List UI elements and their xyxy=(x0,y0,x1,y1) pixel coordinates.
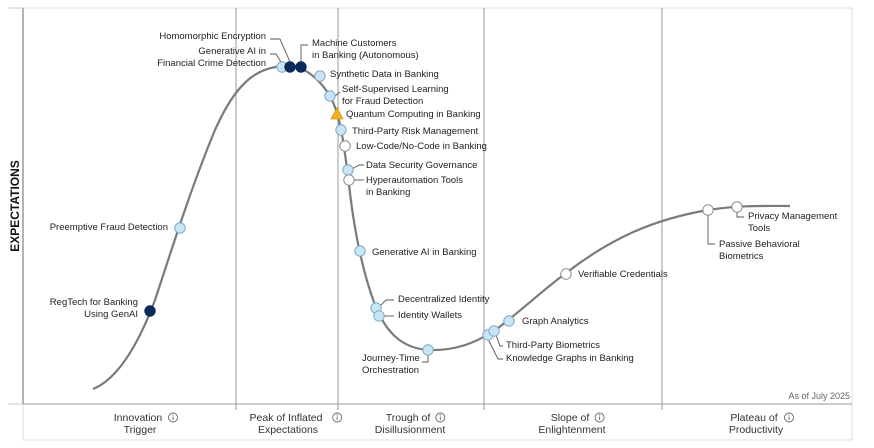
point-label: Generative AI in xyxy=(198,46,266,57)
point-marker-triangle[interactable] xyxy=(330,107,344,120)
leader-line xyxy=(707,214,715,245)
point-label: Biometrics xyxy=(719,251,764,262)
point-label: Third-Party Biometrics xyxy=(506,340,600,351)
point-marker[interactable] xyxy=(342,164,354,176)
point-marker[interactable] xyxy=(284,61,296,73)
as-of-note: As of July 2025 xyxy=(788,391,850,401)
y-axis-label: EXPECTATIONS xyxy=(8,160,22,252)
info-circle-icon[interactable] xyxy=(594,412,605,423)
point-label: Low-Code/No-Code in Banking xyxy=(356,141,487,152)
phase-label: Plateau of xyxy=(730,412,777,424)
phase-label: Trigger xyxy=(124,424,157,436)
point-marker[interactable] xyxy=(488,325,500,337)
phase-label: Trough of xyxy=(386,412,431,424)
hype-curve xyxy=(92,64,791,391)
phase-label: Disillusionment xyxy=(375,424,446,436)
info-circle-icon[interactable] xyxy=(168,412,178,423)
point-marker[interactable] xyxy=(174,222,186,234)
leader-line xyxy=(270,53,282,63)
leader-line xyxy=(334,91,341,97)
point-label: Financial Crime Detection xyxy=(157,58,266,69)
leader-line xyxy=(495,334,503,347)
point-marker[interactable] xyxy=(343,174,355,186)
point-label: Decentralized Identity xyxy=(398,294,490,305)
point-marker[interactable] xyxy=(731,201,743,213)
point-marker[interactable] xyxy=(373,310,385,322)
point-label: Generative AI in Banking xyxy=(372,247,477,258)
point-marker[interactable] xyxy=(144,305,156,317)
point-marker[interactable] xyxy=(314,70,326,82)
point-label: Privacy Management xyxy=(748,211,838,222)
phase-label: Peak of Inflated xyxy=(250,412,323,424)
point-label: Using GenAI xyxy=(84,309,138,320)
info-circle-icon[interactable] xyxy=(332,412,343,423)
point-label: Synthetic Data in Banking xyxy=(330,69,439,80)
point-marker[interactable] xyxy=(339,140,351,152)
point-marker[interactable] xyxy=(354,245,366,257)
point-marker[interactable] xyxy=(335,124,347,136)
info-circle-icon[interactable] xyxy=(435,412,446,423)
point-label: Passive Behavioral xyxy=(719,239,800,250)
point-label: Data Security Governance xyxy=(366,160,477,171)
phase-label: Slope of xyxy=(551,412,590,424)
leader-line xyxy=(270,38,291,63)
info-circle-icon[interactable] xyxy=(784,412,794,423)
point-label: Quantum Computing in Banking xyxy=(346,109,481,120)
leader-line xyxy=(300,44,308,62)
plot-frame xyxy=(22,7,853,441)
point-label: RegTech for Banking xyxy=(50,297,138,308)
leader-line xyxy=(736,211,744,218)
point-label: Preemptive Fraud Detection xyxy=(50,222,168,233)
point-label: Identity Wallets xyxy=(398,310,462,321)
phase-label: Enlightenment xyxy=(538,424,605,436)
point-label: Verifiable Credentials xyxy=(578,269,668,280)
phase-label: Productivity xyxy=(729,424,784,436)
point-marker[interactable] xyxy=(560,268,572,280)
point-marker[interactable] xyxy=(702,204,714,216)
point-label: Self-Supervised Learning xyxy=(342,84,449,95)
point-label: Homomorphic Encryption xyxy=(159,31,266,42)
point-marker[interactable] xyxy=(295,61,307,73)
point-label: in Banking xyxy=(366,187,410,198)
point-label: Machine Customers xyxy=(312,38,397,49)
point-label: Graph Analytics xyxy=(522,316,589,327)
leader-line xyxy=(379,299,394,307)
point-label: for Fraud Detection xyxy=(342,96,423,107)
point-label: Tools xyxy=(748,223,770,234)
point-label: Orchestration xyxy=(362,365,419,376)
point-label: Hyperautomation Tools xyxy=(366,175,463,186)
point-label: Knowledge Graphs in Banking xyxy=(506,353,634,364)
leader-line xyxy=(422,354,429,363)
point-label: in Banking (Autonomous) xyxy=(312,50,419,61)
leader-line xyxy=(351,164,364,170)
point-marker[interactable] xyxy=(324,90,336,102)
leader-line xyxy=(487,338,503,360)
point-marker[interactable] xyxy=(422,344,434,356)
phase-label: Expectations xyxy=(258,424,318,436)
point-label: Journey-Time xyxy=(362,353,420,364)
point-label: Third-Party Risk Management xyxy=(352,126,479,137)
point-marker[interactable] xyxy=(503,315,515,327)
phase-label: Innovation xyxy=(114,412,163,424)
